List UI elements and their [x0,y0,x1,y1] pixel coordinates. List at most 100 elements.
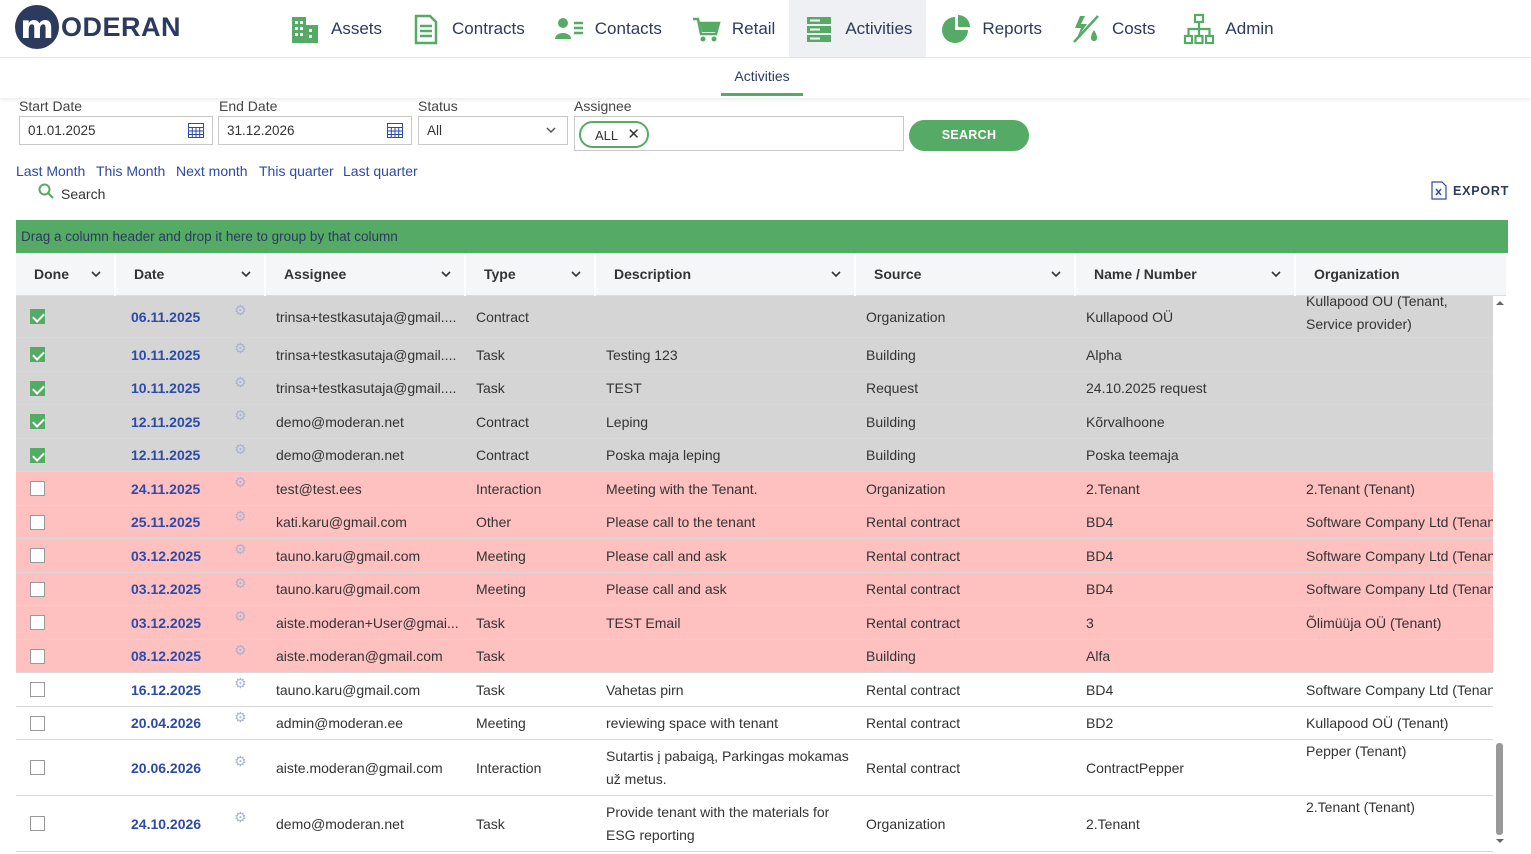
table-row[interactable]: 12.11.2025 ⚙ demo@moderan.net Contract Poska… [16,439,1493,472]
chevron-down-icon[interactable] [1270,267,1282,283]
done-checkbox[interactable] [30,414,45,429]
date-link[interactable]: 24.10.2026 [131,815,202,832]
done-checkbox[interactable] [30,615,45,630]
chevron-down-icon[interactable] [440,267,452,283]
done-checkbox[interactable] [30,347,45,362]
date-link[interactable]: 16.12.2025 [131,681,202,698]
nav-assets[interactable]: Assets [275,0,396,57]
date-link[interactable]: 25.11.2025 [131,514,201,530]
quick-range-link[interactable]: Last Month [16,163,86,179]
gear-icon[interactable]: ⚙ [234,541,247,557]
search-button[interactable]: SEARCH [909,120,1029,151]
date-link[interactable]: 20.06.2026 [131,759,202,776]
calendar-icon[interactable] [387,123,403,138]
date-link[interactable]: 06.11.2025 [131,308,201,325]
scroll-down-icon[interactable] [1493,836,1507,846]
date-link[interactable]: 03.12.2025 [131,614,202,631]
table-row[interactable]: 24.10.2026 ⚙ demo@moderan.net Task Provide t… [16,796,1493,852]
table-row[interactable]: 03.12.2025 ⚙ aiste.moderan+User@gmai... Tas… [16,606,1493,640]
chevron-down-icon[interactable] [830,267,842,283]
gear-icon[interactable]: ⚙ [234,753,247,769]
done-checkbox[interactable] [30,715,45,731]
column-header-done[interactable]: Done [16,253,116,296]
table-row[interactable]: 03.12.2025 ⚙ tauno.karu@gmail.com Meeting Pl… [16,539,1493,573]
done-checkbox[interactable] [30,380,45,396]
gear-icon[interactable]: ⚙ [234,340,247,356]
moderan-logo[interactable]: m ODERAN [15,5,181,49]
date-link[interactable]: 03.12.2025 [131,581,202,597]
vertical-scrollbar[interactable] [1493,296,1507,854]
table-row[interactable]: 24.11.2025 ⚙ test@test.ees Interaction Meeti… [16,472,1493,506]
assignee-multiselect[interactable]: ALL ✕ [574,116,904,151]
gear-icon[interactable]: ⚙ [234,507,247,524]
gear-icon[interactable]: ⚙ [234,440,247,457]
date-link[interactable]: 12.11.2025 [131,447,201,463]
table-row[interactable]: 06.11.2025 ⚙ trinsa+testkasutaja@gmail....… [16,296,1493,338]
date-link[interactable]: 03.12.2025 [131,547,202,564]
status-select[interactable]: All [418,116,568,145]
done-checkbox[interactable] [30,548,45,563]
gear-icon[interactable]: ⚙ [234,302,247,318]
date-link[interactable]: 24.11.2025 [131,480,201,497]
chevron-down-icon[interactable] [570,267,582,283]
column-header-source[interactable]: Source [856,253,1076,296]
grid-search-toggle[interactable]: Search [38,183,105,202]
chevron-down-icon[interactable] [1050,267,1062,283]
date-link[interactable]: 10.11.2025 [131,380,201,396]
group-panel[interactable]: Drag a column header and drop it here to… [16,220,1508,253]
quick-range-link[interactable]: Next month [176,163,248,179]
done-checkbox[interactable] [30,648,45,664]
date-link[interactable]: 12.11.2025 [131,413,201,430]
table-row[interactable]: 10.11.2025 ⚙ trinsa+testkasutaja@gmail....… [16,338,1493,372]
export-button[interactable]: EXPORT [1431,181,1509,200]
done-checkbox[interactable] [30,309,45,324]
table-row[interactable]: 20.06.2026 ⚙ aiste.moderan@gmail.com Intera… [16,740,1493,796]
nav-costs[interactable]: Costs [1056,0,1169,57]
nav-admin[interactable]: Admin [1169,0,1287,57]
table-row[interactable]: 16.12.2025 ⚙ tauno.karu@gmail.com Task Vahet… [16,673,1493,707]
done-checkbox[interactable] [30,816,45,831]
gear-icon[interactable]: ⚙ [234,809,247,825]
gear-icon[interactable]: ⚙ [234,675,247,691]
quick-range-link[interactable]: This quarter [259,163,334,179]
table-row[interactable]: 03.12.2025 ⚙ tauno.karu@gmail.com Meeting Pl… [16,573,1493,606]
column-header-assignee[interactable]: Assignee [266,253,466,296]
table-row[interactable]: 10.11.2025 ⚙ trinsa+testkasutaja@gmail....… [16,372,1493,405]
date-link[interactable]: 10.11.2025 [131,346,201,363]
chevron-down-icon[interactable] [90,267,102,283]
done-checkbox[interactable] [30,481,45,496]
column-header-name-number[interactable]: Name / Number [1076,253,1296,296]
nav-contacts[interactable]: Contacts [539,0,676,57]
gear-icon[interactable]: ⚙ [234,608,247,624]
nav-retail[interactable]: Retail [676,0,789,57]
done-checkbox[interactable] [30,760,45,775]
quick-range-link[interactable]: This Month [96,163,166,179]
table-row[interactable]: 20.04.2026 ⚙ admin@moderan.ee Meeting review… [16,707,1493,740]
scroll-up-icon[interactable] [1493,298,1507,308]
nav-contracts[interactable]: Contracts [396,0,539,57]
gear-icon[interactable]: ⚙ [234,407,247,423]
end-date-field[interactable]: 31.12.2026 [218,116,412,145]
date-link[interactable]: 08.12.2025 [131,648,202,664]
nav-activities[interactable]: Activities [789,0,927,57]
column-header-description[interactable]: Description [596,253,856,296]
remove-chip-icon[interactable]: ✕ [627,126,640,143]
quick-range-link[interactable]: Last quarter [343,163,418,179]
nav-reports[interactable]: Reports [926,0,1056,57]
done-checkbox[interactable] [30,682,45,697]
gear-icon[interactable]: ⚙ [234,641,247,658]
date-link[interactable]: 20.04.2026 [131,715,202,731]
chevron-down-icon[interactable] [240,267,252,283]
gear-icon[interactable]: ⚙ [234,474,247,490]
gear-icon[interactable]: ⚙ [234,373,247,390]
scrollbar-thumb[interactable] [1496,743,1503,835]
table-row[interactable]: 25.11.2025 ⚙ kati.karu@gmail.com Other Pleas… [16,506,1493,539]
column-header-date[interactable]: Date [116,253,266,296]
done-checkbox[interactable] [30,514,45,530]
column-header-type[interactable]: Type [466,253,596,296]
gear-icon[interactable]: ⚙ [234,708,247,725]
start-date-field[interactable]: 01.01.2025 [19,116,213,145]
done-checkbox[interactable] [30,447,45,463]
table-row[interactable]: 08.12.2025 ⚙ aiste.moderan@gmail.com Task Bu… [16,640,1493,673]
tab-activities[interactable]: Activities [734,68,790,84]
